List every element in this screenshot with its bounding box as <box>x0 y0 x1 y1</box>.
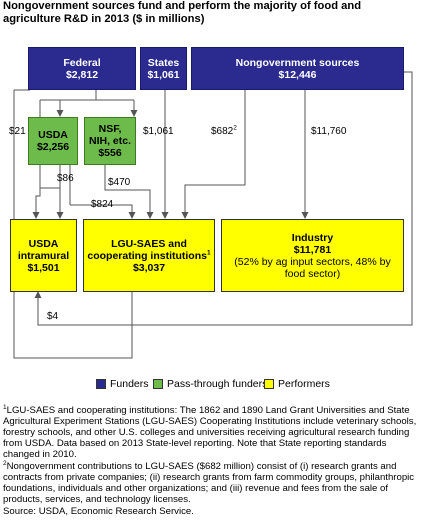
states-value: $1,061 <box>147 68 180 81</box>
legend-swatch-performers <box>264 379 274 389</box>
flow-label-nongov-industry: $11,760 <box>311 126 347 137</box>
lgu-footnote-marker: 1 <box>206 249 211 256</box>
footnote-1: 1LGU-SAES and cooperating institutions: … <box>3 403 417 460</box>
footnotes: 1LGU-SAES and cooperating institutions: … <box>3 403 421 518</box>
nsf-name: NSF, NIH, etc. <box>88 123 131 147</box>
industry-name: Industry <box>291 231 334 244</box>
lgu-name: LGU-SAES and cooperating institutions <box>87 237 207 262</box>
legend: Funders Pass-through funders Performers <box>0 378 423 392</box>
nongov-box: Nongovernment sources $12,446 <box>191 47 404 90</box>
flow-label-states-lgu: $1,061 <box>143 126 174 137</box>
chart-title: Nongovernment sources fund and perform t… <box>3 0 362 25</box>
usda-to-lgu-arrow <box>40 165 132 218</box>
flow-label-usda-intramural: $86 <box>57 173 74 184</box>
legend-swatch-pass-through <box>153 379 163 389</box>
flow-label-nongov-lgu: $6822 <box>211 124 237 137</box>
usda-intramural-value: $1,501 <box>27 261 60 274</box>
usda-name: USDA <box>38 129 68 141</box>
legend-label-funders: Funders <box>110 378 149 390</box>
states-box: States $1,061 <box>140 47 187 90</box>
nsf-to-lgu-arrow <box>104 165 154 219</box>
federal-box: Federal $2,812 <box>28 47 136 90</box>
federal-name: Federal <box>63 56 101 69</box>
flow-label-usda-lgu: $824 <box>91 199 114 210</box>
flow-label-nsf-lgu: $470 <box>108 177 131 188</box>
legend-label-pass-through: Pass-through funders <box>167 378 268 390</box>
flow-arrows <box>13 71 413 359</box>
source-note: Source: USDA, Economic Research Service. <box>3 506 194 517</box>
legend-label-performers: Performers <box>278 378 330 390</box>
usda-intramural-name: USDA intramural <box>17 237 70 262</box>
flow-label-federal-intramural: $21 <box>9 126 26 137</box>
nongov-name: Nongovernment sources <box>235 56 360 69</box>
industry-to-intramural-arrow <box>34 71 413 326</box>
usda-intramural-box: USDA intramural $1,501 <box>10 219 77 292</box>
nsf-value: $556 <box>98 147 122 159</box>
nongov-to-lgu-arrow <box>181 90 246 219</box>
legend-item-funders: Funders <box>96 378 149 390</box>
nsf-box: NSF, NIH, etc. $556 <box>84 117 136 165</box>
lgu-box: LGU-SAES and cooperating institutions1 $… <box>83 219 215 292</box>
usda-value: $2,256 <box>36 141 70 153</box>
federal-to-usda-arrow <box>60 99 134 116</box>
legend-swatch-funders <box>96 379 106 389</box>
lgu-value: $3,037 <box>132 261 166 274</box>
industry-note: (52% by ag input sectors, 48% by food se… <box>234 255 391 280</box>
industry-value: $11,781 <box>293 243 332 256</box>
legend-item-performers: Performers <box>264 378 330 390</box>
footnote-2: 2Nongovernment contributions to LGU-SAES… <box>3 459 415 505</box>
legend-item-pass-through: Pass-through funders <box>153 378 267 390</box>
flow-label-industry-intramural: $4 <box>47 311 59 322</box>
states-name: States <box>147 56 180 69</box>
usda-box: USDA $2,256 <box>28 117 78 165</box>
federal-value: $2,812 <box>65 68 99 81</box>
nongov-value: $12,446 <box>278 68 317 81</box>
industry-box: Industry $11,781 (52% by ag input sector… <box>221 219 404 292</box>
